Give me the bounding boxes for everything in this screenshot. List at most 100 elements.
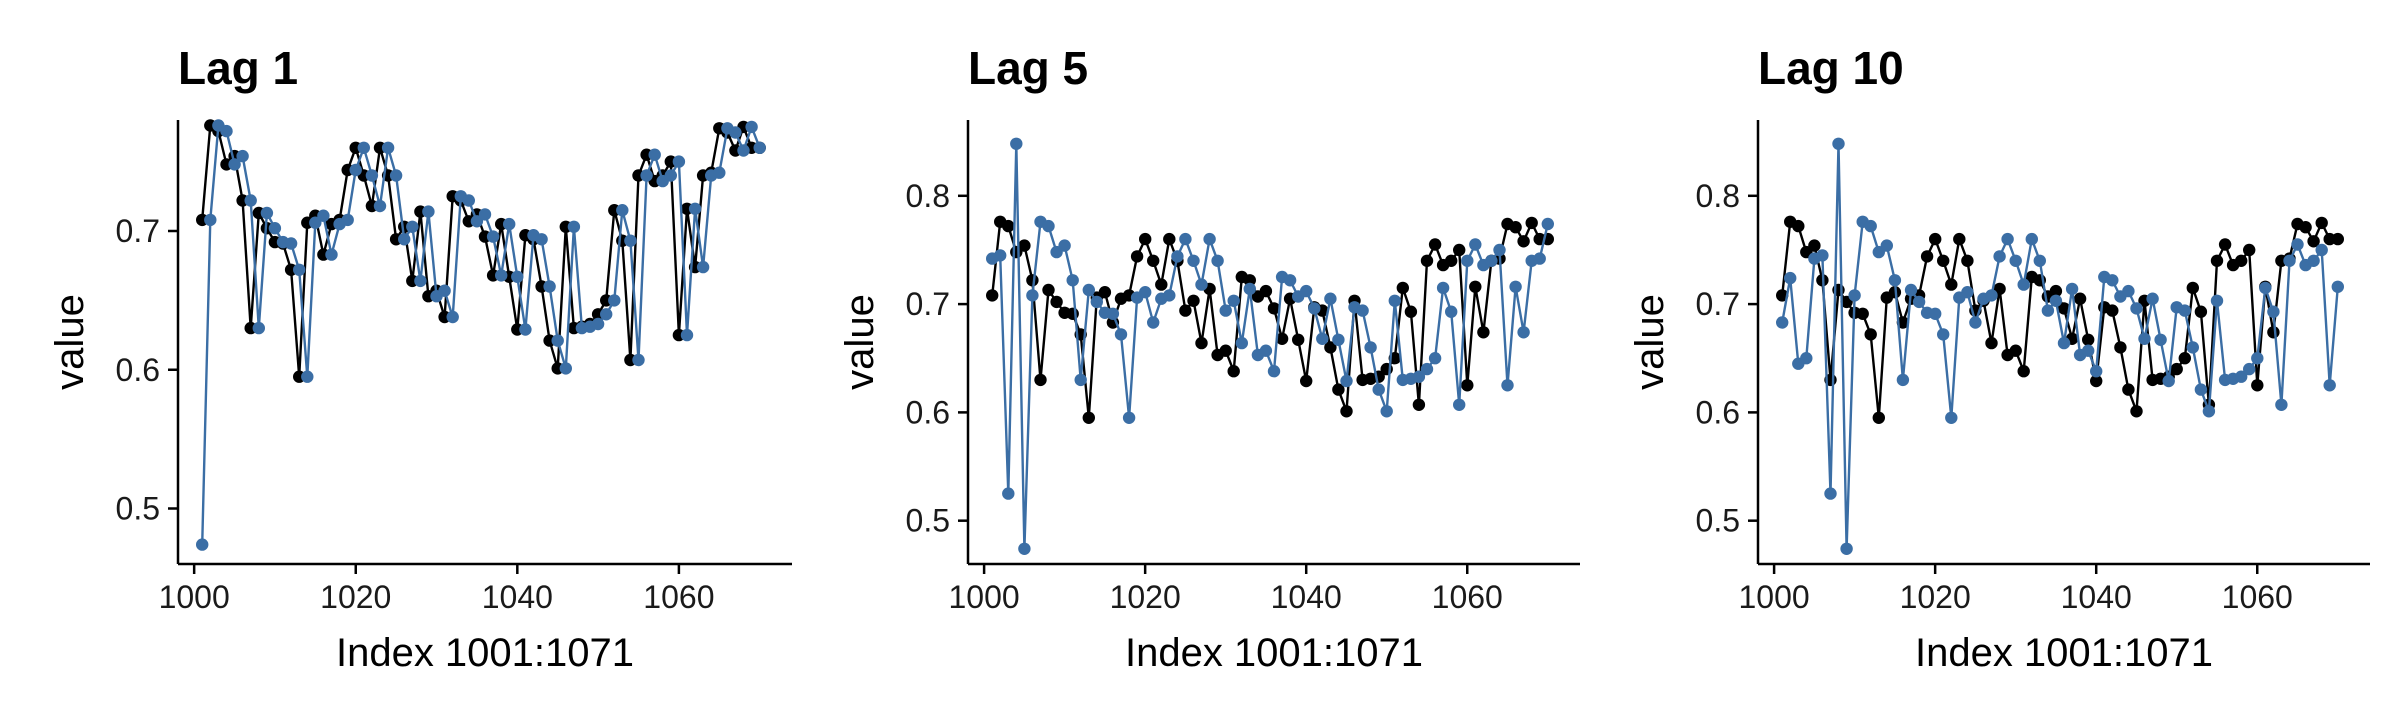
- data-point: [1380, 405, 1393, 418]
- x-tick-label: 1020: [1900, 579, 1971, 615]
- data-point: [1961, 286, 1974, 299]
- data-point: [1332, 383, 1345, 396]
- data-point: [2122, 284, 2135, 298]
- data-point: [696, 260, 710, 274]
- data-point: [1541, 217, 1555, 231]
- data-point: [1445, 254, 1458, 267]
- x-tick-label: 1060: [2222, 579, 2293, 615]
- data-point: [543, 280, 556, 293]
- data-point: [1824, 487, 1837, 500]
- data-point: [1412, 370, 1426, 383]
- data-point: [2170, 362, 2183, 376]
- data-point: [1316, 332, 1329, 345]
- x-tick-label: 1060: [643, 579, 714, 615]
- data-point: [1888, 274, 1902, 287]
- data-point: [1340, 374, 1353, 388]
- panel-lag-2: Lag 10 0.5 0.6 0.7 0.8 1000 1020 1040 1060Index …: [1628, 42, 2370, 675]
- series-lagged: [986, 137, 1555, 555]
- data-point: [1404, 305, 1418, 318]
- data-point: [2082, 333, 2095, 346]
- data-point: [438, 284, 451, 297]
- data-point: [422, 205, 435, 218]
- data-point: [1219, 344, 1232, 357]
- data-point: [2114, 341, 2127, 354]
- data-point: [624, 234, 637, 247]
- data-point: [1082, 283, 1096, 297]
- data-point: [1139, 232, 1152, 246]
- data-point: [1993, 250, 2006, 263]
- x-axis-label: Index 1001:1071: [336, 631, 634, 675]
- data-point: [389, 169, 403, 182]
- data-point: [1026, 289, 1039, 302]
- data-point: [1945, 411, 1958, 424]
- series-original: [986, 215, 1555, 424]
- panel-title: Lag 1: [178, 42, 298, 94]
- data-point: [1461, 254, 1474, 267]
- data-point: [729, 126, 742, 139]
- data-point: [293, 263, 306, 276]
- data-point: [1880, 239, 1894, 252]
- data-point: [567, 220, 581, 233]
- data-point: [446, 310, 459, 324]
- data-point: [1267, 302, 1281, 315]
- data-point: [1139, 286, 1152, 299]
- data-point: [1945, 278, 1958, 291]
- data-point: [2178, 304, 2191, 317]
- data-point: [1776, 316, 1789, 329]
- data-point: [244, 194, 257, 207]
- data-point: [1517, 326, 1530, 339]
- data-point: [1090, 295, 1104, 309]
- data-point: [381, 141, 395, 154]
- data-point: [551, 334, 564, 347]
- data-point: [2065, 282, 2079, 296]
- data-point: [1106, 307, 1120, 320]
- data-point: [1002, 487, 1015, 500]
- data-point: [1219, 304, 1232, 317]
- data-point: [1163, 232, 1176, 246]
- data-point: [2025, 232, 2039, 246]
- data-point: [1187, 294, 1200, 307]
- data-point: [2146, 292, 2159, 305]
- data-point: [1412, 398, 1426, 411]
- data-point: [228, 158, 241, 171]
- data-point: [1155, 278, 1168, 291]
- data-point: [2057, 336, 2071, 350]
- y-axis-label: value: [48, 294, 92, 390]
- data-point: [2299, 221, 2312, 234]
- data-point: [1517, 235, 1530, 248]
- data-point: [632, 353, 645, 367]
- data-point: [2194, 383, 2208, 396]
- data-point: [608, 294, 621, 307]
- data-point: [1243, 282, 1257, 296]
- data-point: [2017, 365, 2030, 378]
- data-point: [2186, 281, 2199, 295]
- data-point: [1436, 281, 1450, 295]
- data-point: [1211, 254, 1224, 267]
- data-point: [1525, 216, 1538, 230]
- data-point: [2323, 379, 2336, 392]
- data-point: [2130, 405, 2143, 418]
- data-point: [672, 155, 686, 168]
- data-point: [753, 141, 766, 154]
- data-point: [1937, 254, 1950, 267]
- data-point: [462, 194, 475, 207]
- data-point: [1179, 304, 1192, 317]
- y-tick-label: 0.6: [906, 394, 950, 430]
- data-point: [2041, 304, 2055, 317]
- data-point: [1864, 219, 1877, 233]
- data-point: [2138, 332, 2151, 345]
- data-point: [1469, 238, 1482, 251]
- data-point: [2275, 398, 2288, 411]
- data-point: [1445, 305, 1458, 318]
- data-point: [1929, 307, 1942, 320]
- data-point: [1428, 238, 1442, 251]
- data-point: [341, 213, 354, 227]
- data-point: [398, 233, 411, 246]
- data-point: [1501, 379, 1514, 392]
- x-tick-label: 1040: [2061, 579, 2132, 615]
- data-point: [1856, 307, 1869, 320]
- data-point: [1066, 274, 1079, 287]
- data-point: [1267, 365, 1281, 378]
- x-tick-label: 1000: [159, 579, 230, 615]
- data-point: [600, 308, 613, 321]
